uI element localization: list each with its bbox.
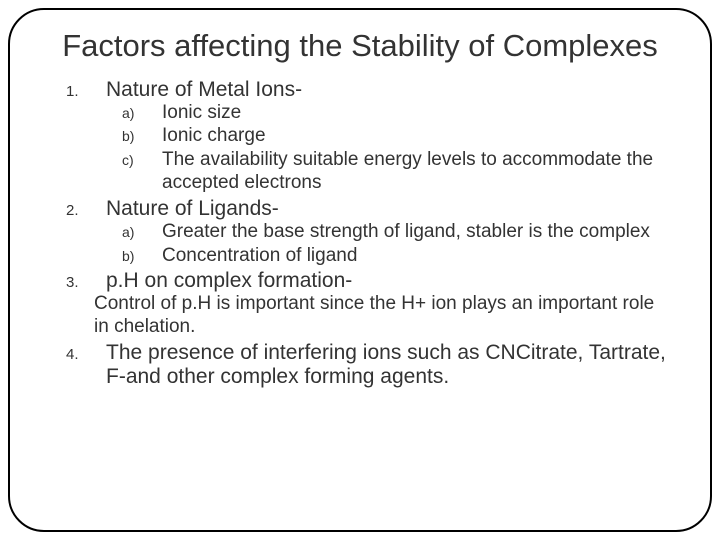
slide-title: Factors affecting the Stability of Compl… <box>50 28 670 64</box>
sub-item: a) Ionic size <box>122 102 670 125</box>
item-number: 3. <box>66 274 94 291</box>
sub-letter: c) <box>122 152 148 168</box>
list-item: 3. p.H on complex formation- Control of … <box>66 269 670 339</box>
sub-text: Greater the base strength of ligand, sta… <box>148 221 650 244</box>
item-number: 4. <box>66 346 94 363</box>
item-label: Nature of Ligands- <box>94 197 279 221</box>
sub-item: c) The availability suitable energy leve… <box>122 149 670 195</box>
list-item: 1. Nature of Metal Ions- a) Ionic size b… <box>66 78 670 195</box>
sub-item: b) Concentration of ligand <box>122 245 670 268</box>
sub-letter: b) <box>122 248 148 264</box>
sub-item: a) Greater the base strength of ligand, … <box>122 221 670 244</box>
sub-item: b) Ionic charge <box>122 125 670 148</box>
item-row: 2. Nature of Ligands- <box>66 197 670 221</box>
item-number: 2. <box>66 202 94 219</box>
sub-text: Concentration of ligand <box>148 245 357 268</box>
sub-letter: b) <box>122 128 148 144</box>
item-row: 4. The presence of interfering ions such… <box>66 341 670 389</box>
item-label: Nature of Metal Ions- <box>94 78 302 102</box>
item-row: 1. Nature of Metal Ions- <box>66 78 670 102</box>
item-label: p.H on complex formation- <box>94 269 352 293</box>
sub-letter: a) <box>122 105 148 121</box>
sub-letter: a) <box>122 224 148 240</box>
slide-frame: Factors affecting the Stability of Compl… <box>8 8 712 532</box>
item-label: The presence of interfering ions such as… <box>94 341 670 389</box>
sub-text: Ionic size <box>148 102 241 125</box>
sub-text: Ionic charge <box>148 125 266 148</box>
inner-list: a) Greater the base strength of ligand, … <box>66 221 670 268</box>
item-row: 3. p.H on complex formation- <box>66 269 670 293</box>
list-item: 4. The presence of interfering ions such… <box>66 341 670 389</box>
body-text: Control of p.H is important since the H+… <box>66 293 670 339</box>
inner-list: a) Ionic size b) Ionic charge c) The ava… <box>66 102 670 195</box>
sub-text: The availability suitable energy levels … <box>148 149 670 195</box>
outer-list: 1. Nature of Metal Ions- a) Ionic size b… <box>50 78 670 389</box>
item-number: 1. <box>66 83 94 100</box>
list-item: 2. Nature of Ligands- a) Greater the bas… <box>66 197 670 268</box>
